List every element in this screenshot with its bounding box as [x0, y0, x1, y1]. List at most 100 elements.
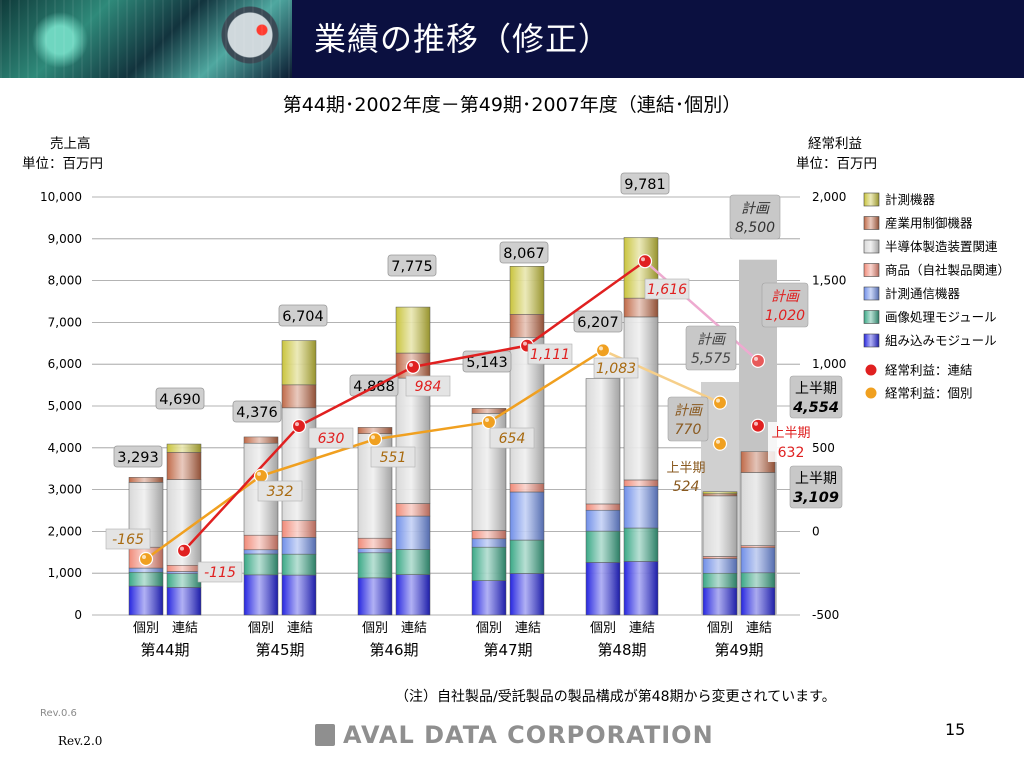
profit-label-individual: 332: [267, 484, 294, 500]
period-label: 第46期: [369, 641, 418, 659]
profit-label-consolidated: 1,111: [530, 347, 570, 363]
bar-segment: [740, 545, 776, 548]
bar-label-individual: 個別: [248, 621, 274, 636]
company-name: AVAL DATA CORPORATION: [343, 721, 714, 749]
profit-point-consolidated: [291, 418, 307, 434]
profit-point-consolidated: [637, 254, 653, 269]
profit-label-consolidated-box: [644, 278, 690, 300]
profit-plan-point-individual-shine: [716, 398, 720, 403]
half-sales-consolidated-value: 4,554: [792, 400, 839, 416]
bar-label-individual: 個別: [133, 621, 159, 636]
profit-point-consolidated-shine: [523, 341, 527, 346]
half-profit-individual-value: 524: [673, 479, 700, 495]
total-label-consolidated: 7,775: [391, 259, 433, 275]
bar-segment: [509, 573, 545, 616]
profit-label-individual: -165: [112, 532, 144, 548]
bar-segment: [243, 436, 279, 444]
profit-point-consolidated-shine: [641, 257, 645, 262]
plan-profit-individual-box: [667, 396, 709, 442]
half-sales-individual-box: [789, 465, 843, 509]
half-sales-consolidated-box: [789, 375, 843, 419]
total-label-consolidated: 8,067: [503, 246, 545, 262]
profit-label-consolidated: 1,616: [647, 282, 687, 298]
bar-segment: [281, 537, 317, 555]
bar-label-consolidated: 連結: [746, 621, 772, 636]
profit-label-consolidated: -115: [204, 565, 236, 581]
total-label-consolidated-box: [620, 172, 670, 195]
left-axis-unit: 単位：百万円: [22, 156, 103, 172]
bar-segment: [623, 316, 659, 481]
left-axis-title: 売上高: [50, 136, 91, 152]
bar-label-individual: 個別: [362, 621, 388, 636]
left-axis-tick: 4,000: [48, 441, 82, 455]
half-profit-individual-title: 上半期: [666, 461, 705, 476]
right-axis-tick: 500: [812, 441, 835, 455]
bar-segment: [740, 587, 776, 616]
total-label-consolidated: 9,781: [624, 177, 666, 193]
bar-segment: [702, 572, 738, 589]
left-axis-tick: 0: [74, 608, 82, 622]
left-axis-tick: 6,000: [48, 357, 82, 371]
legend-label: 商品（自社製品関連）: [885, 263, 1010, 278]
legend-label: 産業用制御機器: [885, 216, 973, 231]
legend-label: 半導体製造装置関連: [885, 239, 998, 254]
total-label-individual: 5,143: [466, 355, 508, 371]
bar-label-consolidated: 連結: [172, 621, 198, 636]
bar-segment: [702, 491, 738, 495]
bar-segment: [128, 477, 164, 483]
bar-segment: [623, 297, 659, 318]
bar-segment: [509, 539, 545, 574]
bar-segment: [357, 537, 393, 549]
bar-segment: [585, 509, 621, 532]
bar-segment: [740, 472, 776, 546]
legend-marker: [864, 386, 878, 400]
profit-label-individual-box: [257, 480, 303, 502]
profit-point-individual-shine: [599, 346, 603, 351]
bar-segment: [128, 567, 164, 573]
bar-segment: [702, 556, 738, 559]
bar-segment: [166, 452, 202, 480]
profit-plan-line-consolidated: [644, 260, 759, 362]
bar-segment: [471, 580, 507, 616]
legend-swatch: [863, 263, 880, 277]
plan-sales-consolidated-title: 計画: [741, 201, 771, 217]
bar-segment: [281, 340, 317, 386]
plan-sales-individual-value: 5,575: [691, 351, 731, 367]
legend-label: 計測通信機器: [885, 286, 961, 301]
bar-segment: [585, 503, 621, 511]
half-sales-individual-value: 3,109: [793, 490, 839, 506]
bar-label-consolidated: 連結: [515, 621, 541, 636]
bar-segment: [395, 549, 431, 575]
bar-label-individual: 個別: [707, 621, 733, 636]
total-label-consolidated: 4,690: [159, 392, 201, 408]
bar-segment: [166, 571, 202, 574]
plan-profit-consolidated-box: [761, 282, 809, 328]
bar-segment: [702, 558, 738, 574]
profit-point-individual-shine: [485, 418, 489, 423]
legend-marker: [864, 363, 878, 377]
bar-segment: [166, 573, 202, 588]
right-axis-header: 経常利益 単位：百万円: [796, 134, 877, 174]
right-axis-title: 経常利益: [808, 136, 862, 152]
bar-segment: [471, 408, 507, 414]
half-sales-individual-title: 上半期: [795, 471, 837, 487]
chart-subtitle: 第44期･2002年度－第49期･2007年度（連結･個別）: [282, 94, 742, 116]
total-label-individual: 6,207: [577, 315, 619, 331]
plan-sales-consolidated-box: [729, 194, 781, 240]
header-photo: [0, 0, 292, 78]
bar-segment: [395, 574, 431, 616]
total-label-individual: 3,293: [117, 450, 159, 466]
profit-point-consolidated-shine: [409, 362, 413, 367]
left-axis-tick: 8,000: [48, 274, 82, 288]
total-label-individual: 4,376: [236, 405, 278, 421]
total-label-consolidated-box: [155, 387, 205, 410]
bar-segment: [166, 443, 202, 453]
profit-point-individual: [595, 343, 611, 358]
right-axis-tick: 0: [812, 524, 820, 538]
total-label-consolidated: 6,704: [282, 309, 324, 325]
right-axis-tick: 1,000: [812, 357, 846, 371]
bar-segment: [702, 587, 738, 616]
bar-segment: [243, 553, 279, 576]
right-axis-tick: 1,500: [812, 274, 846, 288]
bar-segment: [509, 483, 545, 493]
